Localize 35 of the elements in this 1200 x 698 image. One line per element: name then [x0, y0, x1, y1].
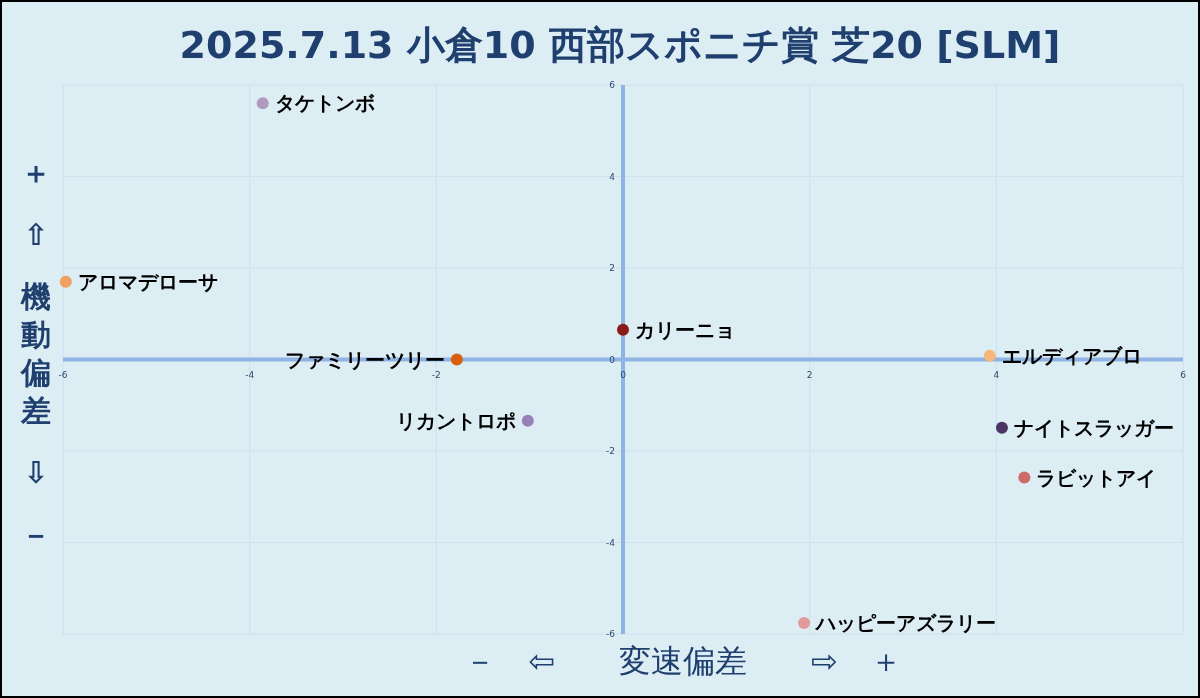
series-label: リカントロポ — [395, 408, 516, 433]
x-tick-label: 6 — [1180, 369, 1187, 380]
chart-title: 2025.7.13 小倉10 西部スポニチ賞 芝20 [SLM] — [179, 23, 1061, 67]
point — [256, 97, 269, 110]
series-label: タケトンボ — [274, 91, 375, 116]
x-tick-label: -6 — [58, 369, 68, 380]
point — [617, 323, 629, 336]
point — [1018, 471, 1031, 484]
series-label: ハッピーアズラリー — [814, 611, 997, 636]
y-axis-title: ＋ ⇧ 機動偏差 ⇩ － — [20, 155, 51, 552]
series-label: エルディアブロ — [1001, 343, 1142, 368]
y-tick-label: -6 — [606, 629, 616, 639]
point — [983, 349, 996, 362]
point — [59, 275, 72, 288]
y-tick-label: 6 — [609, 80, 616, 90]
point — [798, 617, 811, 630]
x-axis-title: － ⇦ 変速偏差 ⇨ ＋ — [464, 642, 902, 680]
point — [450, 353, 463, 366]
series-label: アロマデローサ — [77, 269, 218, 294]
point — [995, 421, 1008, 434]
y-tick-label: -4 — [606, 537, 616, 548]
series-label: カリーニョ — [635, 317, 735, 342]
point — [521, 414, 534, 427]
x-tick-label: 2 — [806, 369, 813, 380]
x-tick-label: -2 — [431, 369, 441, 380]
y-tick-label: 0 — [609, 354, 616, 365]
series-label: ナイトスラッガー — [1013, 415, 1174, 440]
y-tick-label: 4 — [609, 171, 616, 182]
x-tick-label: 0 — [620, 369, 627, 380]
series-label: ファミリーツリー — [284, 347, 445, 372]
y-tick-label: -2 — [606, 446, 615, 456]
x-tick-label: -4 — [245, 369, 255, 380]
x-tick-label: 4 — [993, 369, 1000, 380]
y-tick-label: 2 — [609, 263, 615, 273]
series-label: ラビットアイ — [1036, 465, 1157, 490]
